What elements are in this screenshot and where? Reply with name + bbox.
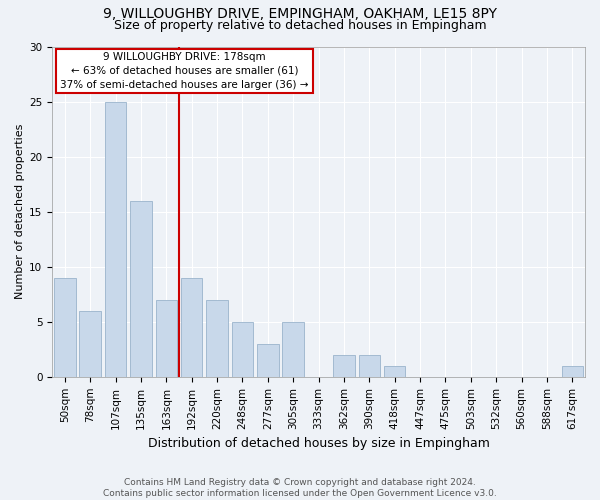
- Bar: [257, 344, 278, 377]
- Bar: [384, 366, 406, 377]
- Bar: [232, 322, 253, 377]
- FancyBboxPatch shape: [56, 48, 313, 92]
- Text: Size of property relative to detached houses in Empingham: Size of property relative to detached ho…: [113, 19, 487, 32]
- Bar: [181, 278, 202, 377]
- Bar: [155, 300, 177, 377]
- Bar: [562, 366, 583, 377]
- Y-axis label: Number of detached properties: Number of detached properties: [15, 124, 25, 300]
- Bar: [79, 311, 101, 377]
- Bar: [333, 355, 355, 377]
- Bar: [206, 300, 228, 377]
- Text: 9, WILLOUGHBY DRIVE, EMPINGHAM, OAKHAM, LE15 8PY: 9, WILLOUGHBY DRIVE, EMPINGHAM, OAKHAM, …: [103, 8, 497, 22]
- Bar: [54, 278, 76, 377]
- Bar: [130, 200, 152, 377]
- Bar: [359, 355, 380, 377]
- Text: 9 WILLOUGHBY DRIVE: 178sqm
← 63% of detached houses are smaller (61)
37% of semi: 9 WILLOUGHBY DRIVE: 178sqm ← 63% of deta…: [61, 52, 309, 90]
- X-axis label: Distribution of detached houses by size in Empingham: Distribution of detached houses by size …: [148, 437, 490, 450]
- Bar: [105, 102, 127, 377]
- Text: Contains HM Land Registry data © Crown copyright and database right 2024.
Contai: Contains HM Land Registry data © Crown c…: [103, 478, 497, 498]
- Bar: [283, 322, 304, 377]
